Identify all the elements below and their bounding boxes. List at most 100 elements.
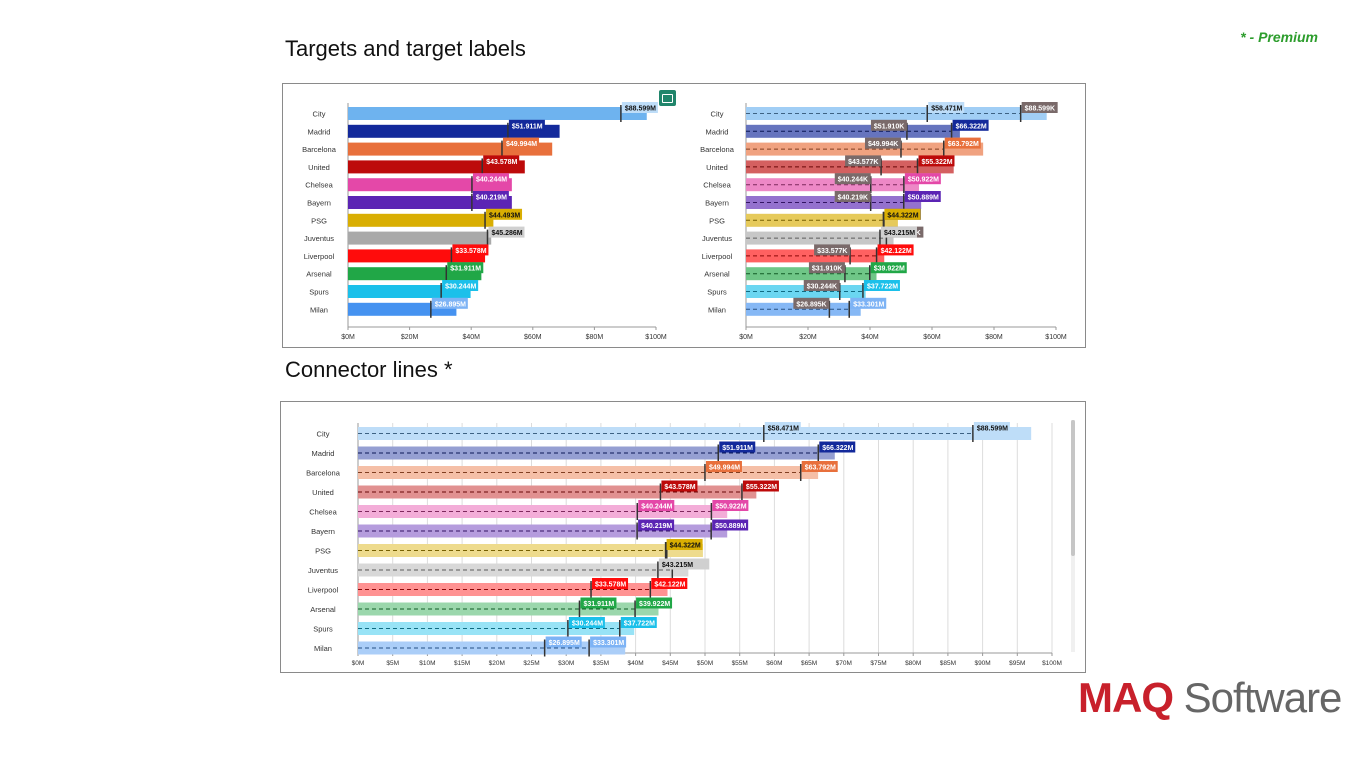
- connector-chart: $0M $5M $10M $15M $20M $25M $30M $35M $40M $45M $5…: [306, 422, 1062, 667]
- primary-label-milan: $33.301M: [850, 297, 887, 309]
- primary-label-arsenal-text: $39.922M: [874, 266, 905, 273]
- secondary-label-chelsea: $40.244K: [834, 173, 871, 185]
- primary-label-united: $55.322M: [742, 480, 779, 492]
- category-label-bayern: Bayern: [307, 199, 331, 208]
- primary-label-spurs-text: $37.722M: [624, 621, 655, 628]
- target-label-spurs: $30.244M: [442, 280, 479, 291]
- scrollbar-thumb[interactable]: [1071, 420, 1075, 556]
- category-label-liverpool: Liverpool: [304, 252, 335, 261]
- targets-heading: Targets and target labels: [285, 36, 526, 61]
- bar-united: [348, 160, 525, 174]
- target-label-city-bg: [621, 102, 658, 113]
- x-tick-label: $75M: [870, 660, 886, 667]
- primary-label-spurs: $37.722M: [863, 280, 900, 291]
- secondary-label-liverpool-bg: [814, 244, 851, 256]
- secondary-label-arsenal-bg: [808, 262, 845, 274]
- x-tick-label: $50M: [697, 660, 713, 667]
- x-tick-label: $80M: [905, 660, 921, 667]
- primary-label-madrid: $66.322M: [819, 441, 856, 453]
- secondary-label-milan-bg: [545, 636, 582, 648]
- x-tick-label: $100M: [1045, 334, 1067, 341]
- primary-label-city-bg: [764, 422, 801, 433]
- target-label-madrid-text: $51.911M: [512, 123, 543, 130]
- primary-label-united-bg: [742, 480, 779, 492]
- secondary-label-barcelona-bg: [864, 137, 901, 149]
- category-label-spurs: Spurs: [313, 625, 333, 634]
- secondary-label-milan: $26.895M: [545, 636, 582, 648]
- secondary-label-chelsea-bg: [834, 173, 871, 185]
- primary-label-united-text: $55.322M: [746, 484, 777, 491]
- primary-label-madrid-bg: [952, 119, 989, 131]
- target-label-chelsea-text: $40.244M: [476, 177, 507, 184]
- primary-label-psg-text: $44.322M: [670, 543, 701, 550]
- secondary-label-bayern-text: $40.219K: [838, 195, 868, 202]
- category-label-milan: Milan: [314, 644, 332, 653]
- primary-label-city: $58.471M: [764, 422, 801, 433]
- x-tick-label: $65M: [801, 660, 817, 667]
- secondary-label-chelsea: $40.244M: [638, 500, 675, 511]
- secondary-label-liverpool-text: $33.578M: [595, 582, 626, 589]
- target-label-arsenal: $31.911M: [447, 262, 484, 274]
- target-label-madrid: $51.911M: [508, 119, 545, 131]
- connector-chart-panel: $0M $5M $10M $15M $20M $25M $30M $35M $40M $45M $5…: [280, 401, 1086, 673]
- primary-label-arsenal-bg: [870, 262, 907, 274]
- focus-mode-icon[interactable]: [659, 90, 676, 106]
- primary-label-spurs-text: $37.722M: [867, 284, 898, 291]
- x-tick-label: $70M: [836, 660, 852, 667]
- secondary-label-city: $88.599M: [973, 422, 1010, 433]
- primary-label-chelsea-text: $50.922M: [908, 177, 939, 184]
- primary-label-bayern-bg: [712, 519, 749, 531]
- secondary-label-united: $43.578M: [661, 480, 698, 492]
- targets-chart-panel: $0M $20M $40M $60M $80M $100M City $88.599M Madr…: [282, 83, 1086, 348]
- primary-label-arsenal: $39.922M: [870, 262, 907, 274]
- x-axis: $0M $20M $40M $60M $80M $100M: [739, 326, 1067, 341]
- bar-bayern: [348, 196, 512, 209]
- category-label-juventus: Juventus: [304, 234, 334, 243]
- primary-label-arsenal-text: $39.922M: [639, 601, 670, 608]
- x-tick-label: $5M: [386, 660, 399, 667]
- target-label-barcelona: $49.994M: [502, 137, 539, 149]
- bar-spurs: [348, 285, 471, 298]
- category-label-united: United: [312, 488, 334, 497]
- secondary-label-liverpool-text: $33.577K: [817, 248, 847, 255]
- target-chart-left: $0M $20M $40M $60M $80M $100M City $88.599M Madr…: [302, 102, 667, 341]
- target-label-arsenal-text: $31.911M: [450, 266, 481, 273]
- category-label-arsenal: Arsenal: [704, 270, 730, 279]
- primary-label-psg-text: $44.322M: [887, 212, 918, 219]
- bar-juventus: [358, 563, 689, 577]
- secondary-label-spurs: $30.244K: [803, 280, 840, 291]
- target-label-united: $43.578M: [483, 155, 520, 167]
- target-label-liverpool-text: $33.578M: [455, 248, 486, 255]
- bar-psg: [746, 213, 898, 227]
- primary-label-barcelona-text: $63.792M: [948, 141, 979, 148]
- primary-label-barcelona-bg: [944, 137, 981, 149]
- secondary-label-madrid: $51.910K: [870, 119, 907, 131]
- bar-barcelona: [348, 142, 553, 156]
- primary-label-psg: $44.322M: [884, 208, 921, 220]
- x-tick-label: $90M: [974, 660, 990, 667]
- target-label-milan: $26.895M: [431, 297, 468, 309]
- category-label-city: City: [313, 110, 326, 119]
- category-label-psg: PSG: [311, 216, 327, 225]
- primary-label-city: $58.471M: [928, 102, 965, 113]
- premium-note: * - Premium: [1240, 29, 1318, 45]
- bar-barcelona: [358, 466, 819, 479]
- bar-madrid: [348, 124, 560, 138]
- bar-united: [746, 160, 954, 174]
- target-label-juventus-text: $45.286M: [491, 230, 522, 237]
- target-label-arsenal-bg: [447, 262, 484, 274]
- target-label-bayern-bg: [472, 191, 509, 202]
- x-tick-label: $15M: [454, 660, 470, 667]
- bar-psg: [348, 213, 494, 227]
- secondary-label-bayern: $40.219M: [638, 519, 675, 531]
- bar-city: [348, 107, 647, 120]
- primary-label-spurs-bg: [620, 617, 657, 628]
- primary-label-madrid: $66.322M: [952, 119, 989, 131]
- secondary-label-milan: $26.895K: [793, 297, 830, 309]
- primary-label-liverpool: $42.122M: [877, 244, 914, 256]
- primary-label-juventus: $43.215M: [658, 558, 695, 570]
- category-label-bayern: Bayern: [705, 199, 729, 208]
- target-label-psg-text: $44.493M: [489, 212, 520, 219]
- target-label-bayern: $40.219M: [472, 191, 509, 202]
- x-tick-label: $55M: [732, 660, 748, 667]
